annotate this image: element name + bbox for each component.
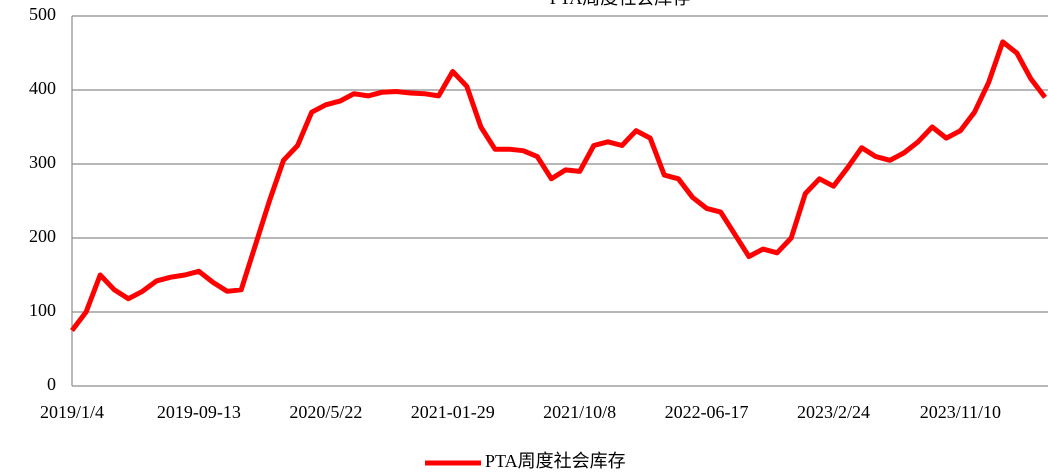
y-tick-label: 400 (29, 78, 56, 98)
legend-label: PTA周度社会库存 (485, 451, 626, 471)
x-tick-label: 2019/1/4 (40, 402, 104, 422)
chart-title: PTA周度社会库存 (550, 0, 691, 8)
y-tick-label: 100 (29, 300, 56, 320)
x-tick-label: 2020/5/22 (289, 402, 362, 422)
x-tick-label: 2021-01-29 (411, 402, 495, 422)
x-tick-label: 2021/10/8 (543, 402, 616, 422)
y-tick-label: 500 (29, 4, 56, 24)
x-tick-label: 2023/2/24 (797, 402, 870, 422)
y-tick-label: 200 (29, 226, 56, 246)
x-tick-label: 2019-09-13 (157, 402, 241, 422)
y-tick-label: 0 (47, 374, 56, 394)
x-tick-label: 2022-06-17 (665, 402, 749, 422)
data-line (70, 39, 1047, 333)
y-tick-label: 300 (29, 152, 56, 172)
x-tick-label: 2023/11/10 (920, 402, 1001, 422)
